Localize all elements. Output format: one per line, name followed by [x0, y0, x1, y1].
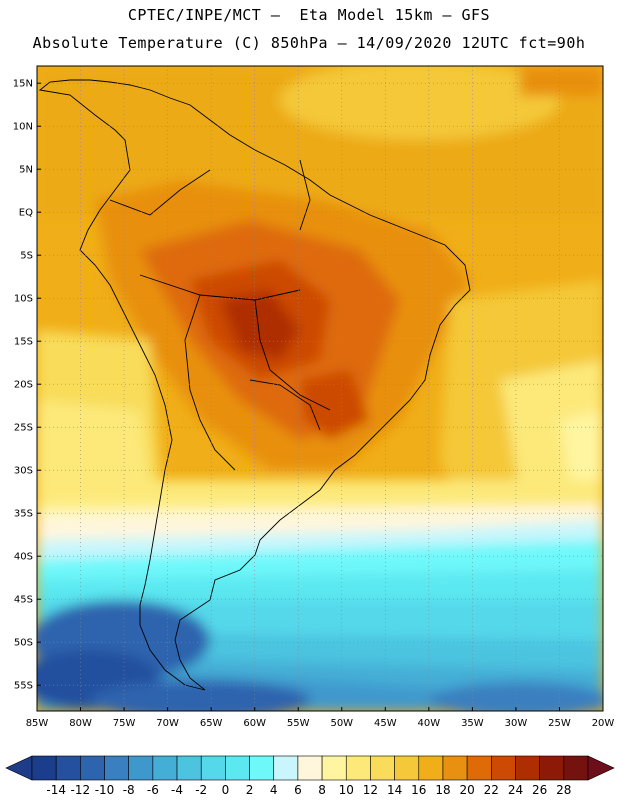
- lon-tick-label: 60W: [243, 718, 266, 729]
- colorbar-swatch: [31, 755, 57, 781]
- lat-tick-label: 30S: [14, 466, 33, 477]
- colorbar-swatch: [370, 755, 395, 781]
- colorbar-label: 14: [387, 783, 402, 797]
- colorbar-label: 26: [532, 783, 547, 797]
- lon-tick-label: 80W: [69, 718, 92, 729]
- colorbar-swatch: [394, 755, 420, 781]
- longitude-labels: 85W 80W 75W 70W 65W 60W 55W 50W 45W 40W 35W 30W 25W 2…: [26, 707, 615, 729]
- colorbar-swatch: [321, 755, 347, 781]
- colorbar-label: 20: [459, 783, 474, 797]
- latitude-labels: 15N 10N 5N EQ 5S 10S 15S 20S 25S 30S 35S 40S 45S 50S 5…: [13, 79, 41, 692]
- coastline: [38, 79, 471, 691]
- colorbar-swatch: [563, 755, 589, 781]
- lat-tick-label: 35S: [14, 509, 33, 520]
- colorbar-label: 12: [363, 783, 378, 797]
- colorbar-swatch: [539, 755, 565, 781]
- colorbar-swatch: [515, 755, 540, 781]
- colorbar-arrow-high: [587, 755, 615, 781]
- lat-tick-label: 55S: [14, 681, 33, 692]
- lon-tick-label: 85W: [26, 718, 49, 729]
- lat-tick-label: 20S: [14, 380, 33, 391]
- lat-tick-label: 25S: [14, 423, 33, 434]
- colorbar-label: -12: [71, 783, 91, 797]
- lat-tick-label: 15N: [13, 79, 33, 90]
- colorbar-swatch: [152, 755, 178, 781]
- colorbar-label: 24: [508, 783, 523, 797]
- colorbar-label: -14: [46, 783, 66, 797]
- lon-tick-label: 30W: [505, 718, 528, 729]
- colorbar-label: -4: [171, 783, 183, 797]
- colorbar-swatch: [466, 755, 492, 781]
- colorbar-swatch: [225, 755, 250, 781]
- colorbar-label: 4: [270, 783, 278, 797]
- colorbar-swatch: [200, 755, 226, 781]
- colorbar-swatch: [176, 755, 202, 781]
- temperature-field: [37, 66, 603, 711]
- colorbar-label: -8: [123, 783, 135, 797]
- colorbar-label: 16: [411, 783, 426, 797]
- lat-tick-label: EQ: [19, 208, 33, 219]
- colorbar-label: 18: [435, 783, 450, 797]
- lon-tick-label: 70W: [156, 718, 179, 729]
- lon-tick-label: 40W: [418, 718, 441, 729]
- lon-tick-label: 65W: [200, 718, 223, 729]
- colorbar-swatch: [128, 755, 154, 781]
- colorbar-swatch: [442, 755, 468, 781]
- map-subtitle: Absolute Temperature (C) 850hPa – 14/09/…: [32, 34, 586, 52]
- lat-tick-label: 5S: [20, 251, 33, 262]
- colorbar-label: -2: [195, 783, 207, 797]
- colorbar-swatch: [80, 755, 105, 781]
- map-frame: [36, 65, 604, 712]
- lat-tick-label: 5N: [19, 165, 33, 176]
- colorbar-swatch: [418, 755, 444, 781]
- lat-tick-label: 10N: [13, 122, 33, 133]
- colorbar-label: -10: [95, 783, 115, 797]
- colorbar-swatch: [297, 755, 323, 781]
- colorbar-label: 0: [222, 783, 230, 797]
- lat-tick-label: 50S: [14, 638, 33, 649]
- colorbar: -14 -12 -10 -8 -6 -4 -2 0 2 4 6 8 10 12 14 16 18 20 22 24 26…: [5, 755, 615, 797]
- lon-tick-label: 75W: [113, 718, 136, 729]
- lat-tick-label: 15S: [14, 337, 33, 348]
- colorbar-arrow-low: [5, 755, 33, 781]
- colorbar-label: 2: [246, 783, 254, 797]
- lon-tick-label: 45W: [374, 718, 397, 729]
- lon-tick-label: 50W: [330, 718, 353, 729]
- colorbar-label: 6: [294, 783, 302, 797]
- lat-tick-label: 45S: [14, 595, 33, 606]
- lon-tick-label: 35W: [461, 718, 484, 729]
- lon-tick-label: 55W: [287, 718, 310, 729]
- colorbar-swatch: [273, 755, 299, 781]
- colorbar-swatch: [104, 755, 129, 781]
- lon-tick-label: 25W: [548, 718, 571, 729]
- map-title: CPTEC/INPE/MCT – Eta Model 15km – GFS: [127, 6, 491, 24]
- colorbar-label: 8: [318, 783, 326, 797]
- colorbar-label: 10: [339, 783, 354, 797]
- colorbar-label: -6: [147, 783, 159, 797]
- lat-tick-label: 10S: [14, 294, 33, 305]
- colorbar-swatch: [249, 755, 275, 781]
- colorbar-swatch: [345, 755, 371, 781]
- colorbar-swatch: [55, 755, 81, 781]
- lon-tick-label: 20W: [592, 718, 615, 729]
- colorbar-label: 22: [484, 783, 499, 797]
- lat-tick-label: 40S: [14, 552, 33, 563]
- colorbar-swatch: [491, 755, 516, 781]
- colorbar-label: 28: [556, 783, 571, 797]
